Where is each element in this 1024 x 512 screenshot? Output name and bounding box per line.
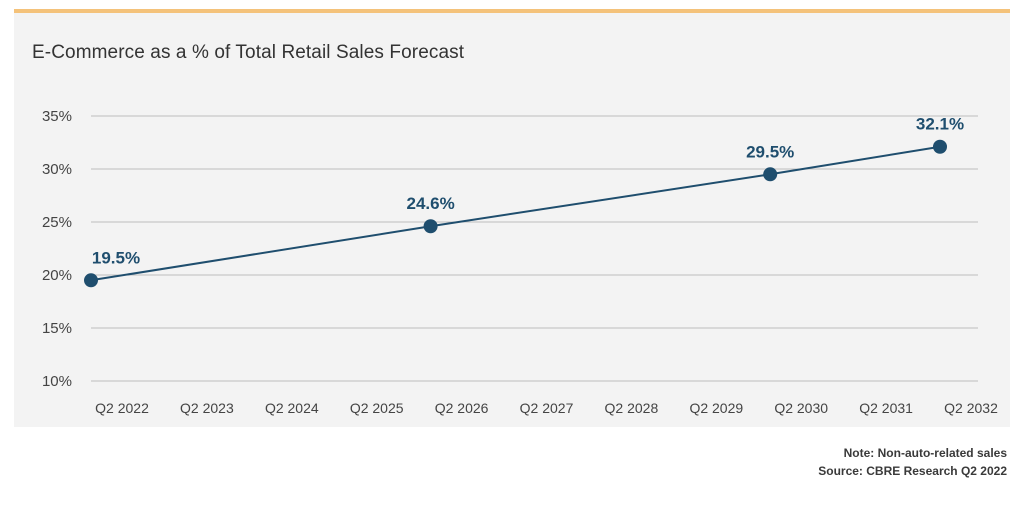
x-tick-label: Q2 2031 [859, 400, 913, 416]
data-points [84, 139, 947, 288]
y-tick-label: 10% [42, 373, 72, 390]
data-label: 19.5% [92, 248, 140, 267]
x-tick-label: Q2 2026 [435, 400, 489, 416]
y-tick-label: 35% [42, 108, 72, 125]
x-tick-label: Q2 2025 [350, 400, 404, 416]
data-labels: 19.5% 24.6% 29.5% 32.1% [92, 115, 964, 268]
y-tick-label: 25% [42, 214, 72, 231]
accent-bar [14, 9, 1010, 13]
y-tick-label: 30% [42, 161, 72, 178]
data-point [933, 139, 947, 154]
data-point [763, 167, 778, 182]
x-tick-label: Q2 2023 [180, 400, 234, 416]
x-tick-label: Q2 2029 [689, 400, 743, 416]
x-tick-label: Q2 2030 [774, 400, 828, 416]
data-point [84, 273, 98, 288]
chart-panel [14, 13, 1010, 427]
x-tick-label: Q2 2028 [605, 400, 659, 416]
y-tick-label: 15% [42, 320, 72, 337]
y-tick-label: 20% [42, 267, 72, 284]
x-tick-label: Q2 2027 [520, 400, 574, 416]
gridlines [91, 115, 978, 382]
data-label: 32.1% [916, 115, 964, 134]
source-text: Source: CBRE Research Q2 2022 [818, 464, 1007, 478]
x-tick-label: Q2 2024 [265, 400, 319, 416]
chart-title: E-Commerce as a % of Total Retail Sales … [32, 42, 465, 63]
data-label: 24.6% [406, 194, 454, 213]
data-point [423, 219, 438, 234]
footnotes: Note: Non-auto-related sales Source: CBR… [818, 444, 1007, 480]
x-axis-ticks: Q2 2022 Q2 2023 Q2 2024 Q2 2025 Q2 2026 Q2 20… [95, 400, 998, 416]
x-tick-label: Q2 2032 [944, 400, 998, 416]
series-path [90, 145, 941, 282]
x-tick-label: Q2 2022 [95, 400, 149, 416]
series-line [90, 145, 941, 282]
data-label: 29.5% [746, 142, 794, 161]
note-text: Note: Non-auto-related sales [843, 446, 1007, 460]
y-axis-ticks: 35% 30% 25% 20% 15% 10% [42, 108, 72, 390]
